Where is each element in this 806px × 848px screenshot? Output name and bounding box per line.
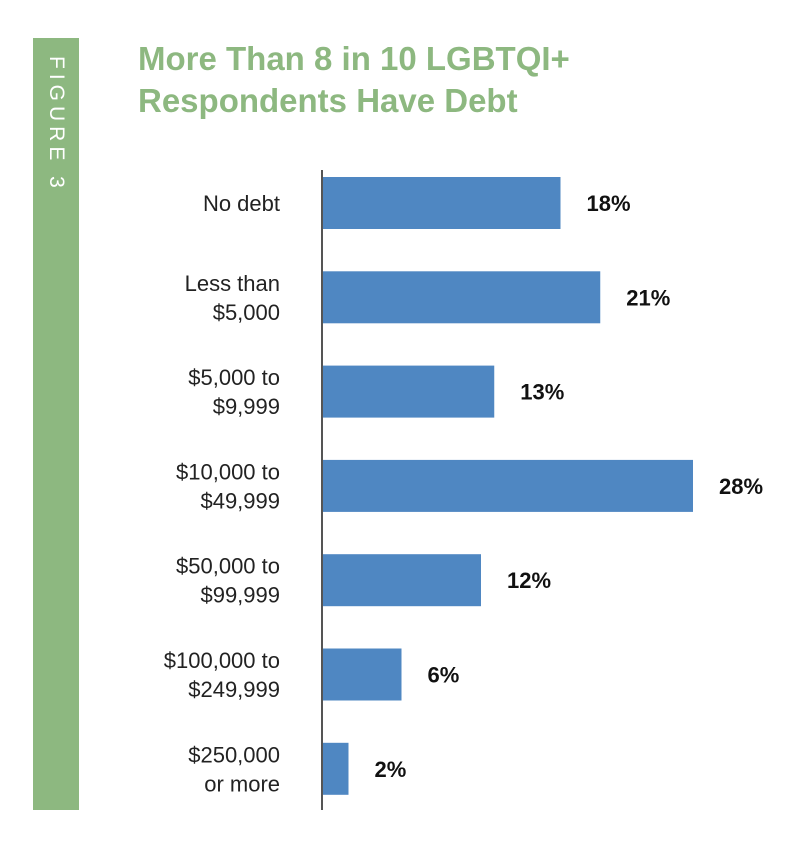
bar-5 bbox=[322, 554, 481, 607]
value-label-3: 13% bbox=[520, 380, 564, 405]
category-label-line: or more bbox=[204, 771, 280, 796]
value-label-2: 21% bbox=[626, 285, 670, 310]
category-label-7: $250,000 or more bbox=[188, 742, 280, 796]
bar-1 bbox=[322, 177, 561, 229]
category-label-line: $9,999 bbox=[213, 394, 280, 419]
category-label-line: $5,000 bbox=[213, 300, 280, 325]
value-label-1: 18% bbox=[587, 191, 631, 216]
category-label-line: Less than bbox=[185, 271, 280, 296]
category-label-5: $50,000 to $99,999 bbox=[176, 554, 280, 608]
category-label-line: $99,999 bbox=[200, 583, 280, 608]
figure-side-band bbox=[33, 38, 79, 810]
bar-2 bbox=[322, 271, 601, 324]
category-label-2: Less than $5,000 bbox=[185, 271, 280, 325]
category-label-line: $5,000 to bbox=[188, 365, 280, 390]
category-label-line: $100,000 to bbox=[164, 648, 280, 673]
category-label-1: No debt bbox=[203, 191, 280, 216]
category-label-6: $100,000 to $249,999 bbox=[164, 648, 280, 702]
category-label-4: $10,000 to $49,999 bbox=[176, 459, 280, 513]
bar-3 bbox=[322, 365, 495, 418]
value-label-6: 6% bbox=[428, 663, 460, 688]
category-label-line: $49,999 bbox=[200, 488, 280, 513]
bar-group bbox=[322, 177, 693, 795]
category-labels: No debt Less than $5,000 $5,000 to $9,999 $10… bbox=[164, 191, 280, 796]
category-label-line: $10,000 to bbox=[176, 459, 280, 484]
value-label-4: 28% bbox=[719, 474, 763, 499]
category-label-3: $5,000 to $9,999 bbox=[188, 365, 280, 419]
category-label-line: No debt bbox=[203, 191, 280, 216]
category-label-line: $50,000 to bbox=[176, 554, 280, 579]
value-labels: 18% 21% 13% 28% 12% 6% 2% bbox=[375, 191, 764, 782]
value-label-5: 12% bbox=[507, 568, 551, 593]
bar-4 bbox=[322, 459, 693, 512]
bar-6 bbox=[322, 648, 402, 701]
bar-7 bbox=[322, 742, 349, 795]
category-label-line: $250,000 bbox=[188, 742, 280, 767]
value-label-7: 2% bbox=[375, 757, 407, 782]
chart-title: More Than 8 in 10 LGBTQI+ Respondents Ha… bbox=[138, 40, 570, 119]
category-label-line: $249,999 bbox=[188, 677, 280, 702]
